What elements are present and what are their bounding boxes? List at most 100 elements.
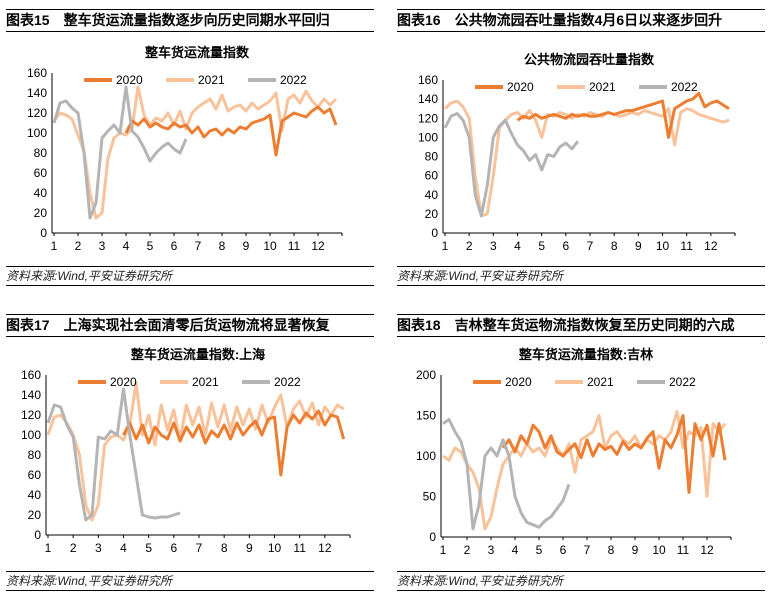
x-tick-label: 9	[632, 543, 639, 557]
x-tick-label: 7	[587, 239, 594, 253]
series-line-2022	[442, 418, 571, 531]
x-tick-label: 3	[99, 239, 106, 253]
legend-label: 2021	[587, 375, 614, 389]
x-tick-label: 8	[219, 239, 226, 253]
series-line-2021	[443, 99, 730, 218]
x-tick-label: 5	[147, 239, 154, 253]
y-tick-label: 40	[34, 186, 48, 200]
legend-label: 2021	[589, 80, 616, 94]
y-tick-label: 200	[416, 368, 436, 382]
y-tick-label: 60	[28, 468, 42, 482]
x-tick-label: 6	[560, 543, 567, 557]
chart-title: 整车货运流量指数:上海	[130, 347, 265, 362]
legend-label: 2021	[192, 375, 219, 389]
figure-header: 图表16 公共物流园吞吐量指数4月6日以来逐步回升	[397, 9, 765, 32]
series-line-2022	[52, 85, 188, 220]
x-tick-label: 5	[536, 543, 543, 557]
x-tick-label: 5	[145, 541, 152, 555]
legend-label: 2020	[110, 375, 137, 389]
x-tick-label: 2	[70, 541, 77, 555]
figure-header: 图表15 整车货运流量指数逐步向历史同期水平回归	[6, 9, 374, 32]
y-tick-label: 0	[429, 530, 436, 544]
chart-panel-16: 图表16 公共物流园吞吐量指数4月6日以来逐步回升 公共物流园吞吐量指数 0 20 40…	[397, 0, 765, 290]
chart-title: 公共物流园吞吐量指数	[524, 52, 655, 67]
series-line-2020	[124, 105, 338, 157]
x-tick-label: 6	[171, 239, 178, 253]
x-tick-label: 8	[608, 543, 615, 557]
figure-label: 图表17	[6, 317, 50, 333]
y-tick-label: 0	[431, 226, 438, 240]
x-tick-label: 10	[652, 543, 666, 557]
legend-label: 2022	[669, 375, 696, 389]
series-line-2021	[442, 410, 727, 531]
x-tick-label: 1	[440, 543, 447, 557]
figure-header: 图表17 上海实现社会面清零后货运物流将显著恢复	[6, 314, 374, 337]
x-tick-label: 10	[656, 239, 670, 253]
x-tick-label: 2	[466, 239, 473, 253]
x-tick-label: 4	[512, 543, 519, 557]
legend-label: 2020	[507, 80, 534, 94]
y-tick-label: 100	[21, 428, 41, 442]
legend-label: 2020	[116, 73, 143, 87]
series-line-2020	[122, 409, 346, 477]
source-note: 资料来源:Wind,平安证券研究所	[397, 571, 765, 591]
x-tick-label: 8	[221, 541, 228, 555]
y-tick-label: 140	[27, 86, 47, 100]
x-tick-label: 11	[288, 239, 301, 253]
x-tick-label: 12	[704, 239, 718, 253]
legend-label: 2022	[280, 73, 307, 87]
x-tick-label: 3	[490, 239, 497, 253]
x-tick-label: 4	[120, 541, 127, 555]
y-tick-label: 160	[418, 73, 438, 87]
figure-header: 图表18 吉林整车货运物流指数恢复至历史同期的六成	[397, 314, 765, 337]
y-tick-label: 40	[28, 488, 42, 502]
x-tick-label: 7	[196, 541, 203, 555]
x-tick-label: 7	[584, 543, 591, 557]
series-line-2021	[46, 381, 345, 522]
x-tick-label: 9	[246, 541, 253, 555]
chart-panel-18: 图表18 吉林整车货运物流指数恢复至历史同期的六成 整车货运流量指数:吉林 0 50 1…	[397, 305, 765, 595]
figure-title: 公共物流园吞吐量指数4月6日以来逐步回升	[454, 12, 723, 28]
x-tick-label: 3	[488, 543, 495, 557]
y-tick-label: 160	[27, 66, 47, 80]
x-tick-label: 1	[51, 239, 58, 253]
legend-label: 2021	[198, 73, 225, 87]
x-tick-label: 6	[170, 541, 177, 555]
x-tick-label: 9	[635, 239, 642, 253]
y-tick-label: 100	[27, 126, 47, 140]
x-tick-label: 4	[514, 239, 521, 253]
y-tick-label: 80	[34, 146, 48, 160]
x-tick-label: 4	[123, 239, 130, 253]
x-tick-label: 12	[700, 543, 714, 557]
y-tick-label: 150	[416, 409, 436, 423]
figure-title: 吉林整车货运物流指数恢复至历史同期的六成	[454, 317, 735, 333]
x-tick-label: 9	[243, 239, 250, 253]
y-tick-label: 140	[418, 92, 438, 106]
x-tick-label: 10	[263, 239, 277, 253]
x-tick-label: 12	[311, 239, 325, 253]
y-tick-label: 120	[21, 408, 41, 422]
series-line-2020	[501, 414, 727, 494]
source-note: 资料来源:Wind,平安证券研究所	[6, 571, 374, 591]
figure-label: 图表18	[397, 317, 441, 333]
legend-label: 2020	[505, 375, 532, 389]
y-tick-label: 40	[425, 188, 439, 202]
x-tick-label: 11	[680, 239, 693, 253]
x-tick-label: 8	[611, 239, 618, 253]
legend-label: 2022	[274, 375, 301, 389]
x-tick-label: 2	[464, 543, 471, 557]
x-tick-label: 1	[442, 239, 449, 253]
x-tick-label: 11	[293, 541, 306, 555]
y-tick-label: 100	[418, 130, 438, 144]
series-line-2021	[52, 85, 338, 220]
y-tick-label: 80	[28, 448, 42, 462]
y-tick-label: 20	[34, 206, 48, 220]
chart-panel-15: 图表15 整车货运流量指数逐步向历史同期水平回归 整车货运流量指数 0 20 40 60 8…	[6, 0, 374, 290]
series-line-2022	[443, 112, 580, 218]
y-tick-label: 60	[34, 166, 48, 180]
chart-title: 整车货运流量指数:吉林	[518, 347, 653, 362]
x-tick-label: 10	[268, 541, 282, 555]
